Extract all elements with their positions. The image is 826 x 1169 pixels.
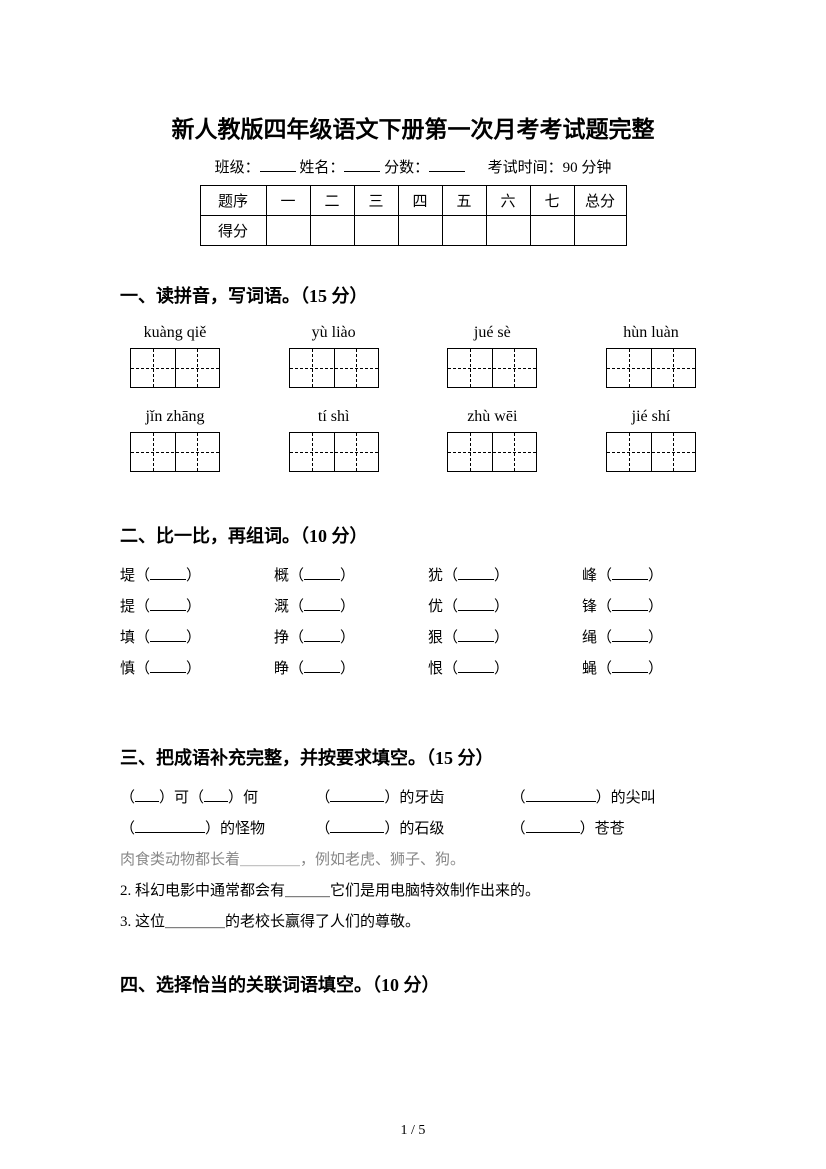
compare-cell: 优（） [428, 595, 552, 616]
tianzige-box [447, 432, 537, 472]
score-row-header: 得分 [200, 216, 266, 246]
section2-heading: 二、比一比，再组词。（10 分） [120, 522, 706, 548]
compare-cell: 蝇（） [582, 657, 706, 678]
col-one: 一 [266, 186, 310, 216]
compare-cell: 概（） [274, 564, 398, 585]
row-header: 题序 [200, 186, 266, 216]
table-row: 题序 一 二 三 四 五 六 七 总分 [200, 186, 626, 216]
compare-grid: 堤（） 概（） 犹（） 峰（） 提（） 溉（） 优（） 锋（） 填（） 挣（） 狠（） 绳（） 慎（） 睁… [120, 564, 706, 678]
compare-cell: 恨（） [428, 657, 552, 678]
section3-heading: 三、把成语补充完整，并按要求填空。（15 分） [120, 744, 706, 770]
idiom-item: （）的石级 [315, 817, 510, 838]
pinyin-label: tí shì [279, 408, 389, 426]
name-blank [344, 171, 380, 172]
pinyin-label: jié shí [596, 408, 706, 426]
class-label: 班级： [215, 160, 260, 176]
compare-cell: 狠（） [428, 626, 552, 647]
pinyin-label: kuàng qiě [120, 324, 230, 342]
tianzige-box [130, 432, 220, 472]
tianzige-box [606, 432, 696, 472]
tianzige-box [289, 432, 379, 472]
idiom-item: （）的尖叫 [511, 786, 706, 807]
section4-heading: 四、选择恰当的关联词语填空。（10 分） [120, 971, 706, 997]
idiom-row: （）可（）何（）的牙齿（）的尖叫 [120, 786, 706, 807]
score-cell [574, 216, 626, 246]
box-row [120, 348, 706, 388]
score-cell [310, 216, 354, 246]
col-total: 总分 [574, 186, 626, 216]
idiom-item: （）可（）何 [120, 786, 315, 807]
col-five: 五 [442, 186, 486, 216]
pinyin-row: kuàng qiě yù liào jué sè hùn luàn [120, 324, 706, 342]
class-blank [260, 171, 296, 172]
col-seven: 七 [530, 186, 574, 216]
compare-cell: 慎（） [120, 657, 244, 678]
tianzige-box [289, 348, 379, 388]
compare-cell: 填（） [120, 626, 244, 647]
tianzige-box [447, 348, 537, 388]
document-title: 新人教版四年级语文下册第一次月考考试题完整 [120, 110, 706, 144]
idiom-item: （）的怪物 [120, 817, 315, 838]
col-four: 四 [398, 186, 442, 216]
compare-cell: 堤（） [120, 564, 244, 585]
score-cell [530, 216, 574, 246]
score-cell [486, 216, 530, 246]
col-three: 三 [354, 186, 398, 216]
compare-cell: 峰（） [582, 564, 706, 585]
tianzige-box [130, 348, 220, 388]
sentence-line: 3. 这位＿＿＿＿的老校长赢得了人们的尊敬。 [120, 910, 706, 931]
score-cell [442, 216, 486, 246]
score-table: 题序 一 二 三 四 五 六 七 总分 得分 [200, 185, 627, 246]
score-cell [354, 216, 398, 246]
sentence-grey: 肉食类动物都长着＿＿＿＿，例如老虎、狮子、狗。 [120, 848, 706, 869]
section1-heading: 一、读拼音，写词语。（15 分） [120, 282, 706, 308]
pinyin-label: jué sè [437, 324, 547, 342]
pinyin-row: jǐn zhāng tí shì zhù wēi jié shí [120, 408, 706, 426]
tianzige-box [606, 348, 696, 388]
pinyin-label: hùn luàn [596, 324, 706, 342]
col-six: 六 [486, 186, 530, 216]
pinyin-label: yù liào [279, 324, 389, 342]
compare-cell: 锋（） [582, 595, 706, 616]
idiom-row: （）的怪物（）的石级（）苍苍 [120, 817, 706, 838]
score-cell [266, 216, 310, 246]
pinyin-label: jǐn zhāng [120, 408, 230, 426]
score-label: 分数： [384, 160, 429, 176]
table-row: 得分 [200, 216, 626, 246]
compare-cell: 溉（） [274, 595, 398, 616]
score-blank [429, 171, 465, 172]
compare-cell: 绳（） [582, 626, 706, 647]
compare-cell: 提（） [120, 595, 244, 616]
name-label: 姓名： [299, 160, 344, 176]
page-number: 1 / 5 [0, 1123, 826, 1139]
col-two: 二 [310, 186, 354, 216]
compare-cell: 睁（） [274, 657, 398, 678]
sentence-line: 2. 科幻电影中通常都会有＿＿＿它们是用电脑特效制作出来的。 [120, 879, 706, 900]
pinyin-label: zhù wēi [437, 408, 547, 426]
info-line: 班级： 姓名： 分数： 考试时间：90 分钟 [120, 156, 706, 177]
score-cell [398, 216, 442, 246]
box-row [120, 432, 706, 472]
compare-cell: 犹（） [428, 564, 552, 585]
time-label: 考试时间：90 分钟 [488, 160, 612, 176]
compare-cell: 挣（） [274, 626, 398, 647]
idiom-item: （）苍苍 [511, 817, 706, 838]
idiom-item: （）的牙齿 [315, 786, 510, 807]
